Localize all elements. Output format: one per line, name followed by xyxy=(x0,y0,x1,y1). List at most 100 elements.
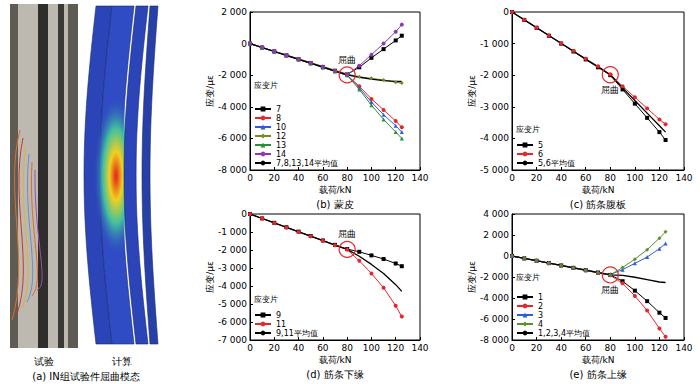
svg-text:6: 6 xyxy=(538,150,543,159)
svg-text:(d) 筋条下缘: (d) 筋条下缘 xyxy=(306,369,363,380)
svg-text:100: 100 xyxy=(363,173,380,183)
svg-text:-4 000: -4 000 xyxy=(480,133,509,143)
svg-text:80: 80 xyxy=(341,173,353,183)
svg-text:-3 000: -3 000 xyxy=(480,102,509,112)
svg-text:-2 000: -2 000 xyxy=(218,70,247,80)
svg-text:20: 20 xyxy=(269,343,281,353)
svg-text:-4 000: -4 000 xyxy=(218,281,247,291)
svg-text:140: 140 xyxy=(411,173,428,183)
svg-text:-7 000: -7 000 xyxy=(218,335,247,345)
svg-text:12: 12 xyxy=(276,132,286,141)
svg-text:载荷/kN: 载荷/kN xyxy=(319,355,352,365)
svg-text:-4 000: -4 000 xyxy=(218,102,247,112)
svg-text:载荷/kN: 载荷/kN xyxy=(582,355,615,365)
svg-text:4: 4 xyxy=(538,320,543,329)
svg-text:-2 000: -2 000 xyxy=(480,272,509,282)
svg-text:140: 140 xyxy=(411,343,428,353)
svg-text:120: 120 xyxy=(651,343,668,353)
svg-text:-4 000: -4 000 xyxy=(480,293,509,303)
svg-text:0: 0 xyxy=(509,173,515,183)
svg-text:1,2,3,4平均值: 1,2,3,4平均值 xyxy=(538,329,590,338)
svg-text:4 000: 4 000 xyxy=(483,209,509,219)
svg-text:140: 140 xyxy=(675,173,692,183)
svg-text:应变/με: 应变/με xyxy=(467,261,477,293)
svg-text:2 000: 2 000 xyxy=(483,230,509,240)
svg-text:应变片: 应变片 xyxy=(516,125,540,134)
svg-text:100: 100 xyxy=(626,173,643,183)
svg-text:屈曲: 屈曲 xyxy=(338,229,356,239)
svg-text:-6 000: -6 000 xyxy=(218,133,247,143)
svg-text:0: 0 xyxy=(247,173,253,183)
svg-text:0: 0 xyxy=(503,7,509,17)
svg-text:0: 0 xyxy=(241,209,247,219)
svg-text:1: 1 xyxy=(538,293,543,302)
svg-text:2: 2 xyxy=(538,302,543,311)
svg-text:3: 3 xyxy=(538,311,543,320)
svg-text:应变/με: 应变/με xyxy=(467,75,477,107)
svg-text:-6 000: -6 000 xyxy=(480,314,509,324)
svg-text:100: 100 xyxy=(363,343,380,353)
svg-text:60: 60 xyxy=(317,173,329,183)
svg-text:(e) 筋条上缘: (e) 筋条上缘 xyxy=(569,369,626,380)
svg-text:120: 120 xyxy=(387,343,404,353)
svg-text:应变/με: 应变/με xyxy=(205,75,215,107)
svg-text:9: 9 xyxy=(276,311,281,320)
svg-text:10: 10 xyxy=(276,123,286,132)
svg-text:屈曲: 屈曲 xyxy=(601,285,619,295)
svg-text:0: 0 xyxy=(503,251,509,261)
svg-text:0: 0 xyxy=(241,39,247,49)
svg-text:80: 80 xyxy=(605,343,617,353)
svg-text:60: 60 xyxy=(580,173,592,183)
svg-text:应变片: 应变片 xyxy=(254,295,278,304)
svg-text:40: 40 xyxy=(555,343,567,353)
svg-text:应变/με: 应变/με xyxy=(205,261,215,293)
svg-text:20: 20 xyxy=(531,173,543,183)
svg-text:计算: 计算 xyxy=(112,356,132,367)
svg-text:120: 120 xyxy=(387,173,404,183)
svg-text:5: 5 xyxy=(538,141,543,150)
svg-text:应变片: 应变片 xyxy=(254,81,278,90)
svg-text:(b) 蒙皮: (b) 蒙皮 xyxy=(316,199,353,210)
svg-text:60: 60 xyxy=(317,343,329,353)
svg-text:40: 40 xyxy=(293,173,305,183)
svg-text:60: 60 xyxy=(580,343,592,353)
svg-text:-3 000: -3 000 xyxy=(218,263,247,273)
svg-text:100: 100 xyxy=(626,343,643,353)
svg-text:0: 0 xyxy=(509,343,515,353)
svg-text:-8 000: -8 000 xyxy=(480,335,509,345)
svg-text:80: 80 xyxy=(341,343,353,353)
svg-text:-1 000: -1 000 xyxy=(218,227,247,237)
svg-text:20: 20 xyxy=(269,173,281,183)
svg-text:8: 8 xyxy=(276,114,281,123)
svg-text:载荷/kN: 载荷/kN xyxy=(319,185,352,195)
svg-text:-5 000: -5 000 xyxy=(218,299,247,309)
svg-text:40: 40 xyxy=(293,343,305,353)
svg-text:-2 000: -2 000 xyxy=(218,245,247,255)
svg-text:2 000: 2 000 xyxy=(221,7,247,17)
svg-text:9,11平均值: 9,11平均值 xyxy=(276,329,318,338)
svg-text:-1 000: -1 000 xyxy=(480,39,509,49)
svg-text:屈曲: 屈曲 xyxy=(338,55,356,65)
svg-text:140: 140 xyxy=(675,343,692,353)
svg-text:7,8,13,14平均值: 7,8,13,14平均值 xyxy=(276,159,338,168)
svg-text:-6 000: -6 000 xyxy=(218,317,247,327)
svg-text:-5 000: -5 000 xyxy=(480,165,509,175)
svg-text:7: 7 xyxy=(276,105,281,114)
svg-text:11: 11 xyxy=(276,320,286,329)
svg-text:40: 40 xyxy=(555,173,567,183)
svg-text:载荷/kN: 载荷/kN xyxy=(582,185,615,195)
svg-text:(a) IN组试验件屈曲模态: (a) IN组试验件屈曲模态 xyxy=(32,371,140,382)
svg-text:-8 000: -8 000 xyxy=(218,165,247,175)
svg-text:-2 000: -2 000 xyxy=(480,70,509,80)
svg-text:80: 80 xyxy=(605,173,617,183)
svg-text:(c) 筋条腹板: (c) 筋条腹板 xyxy=(570,199,626,210)
svg-text:5,6平均值: 5,6平均值 xyxy=(538,159,575,168)
svg-text:13: 13 xyxy=(276,141,286,150)
svg-text:20: 20 xyxy=(531,343,543,353)
svg-text:0: 0 xyxy=(247,343,253,353)
svg-text:120: 120 xyxy=(651,173,668,183)
svg-text:应变片: 应变片 xyxy=(516,273,540,282)
svg-text:屈曲: 屈曲 xyxy=(601,85,619,95)
svg-text:试验: 试验 xyxy=(34,356,54,367)
svg-text:14: 14 xyxy=(276,150,286,159)
